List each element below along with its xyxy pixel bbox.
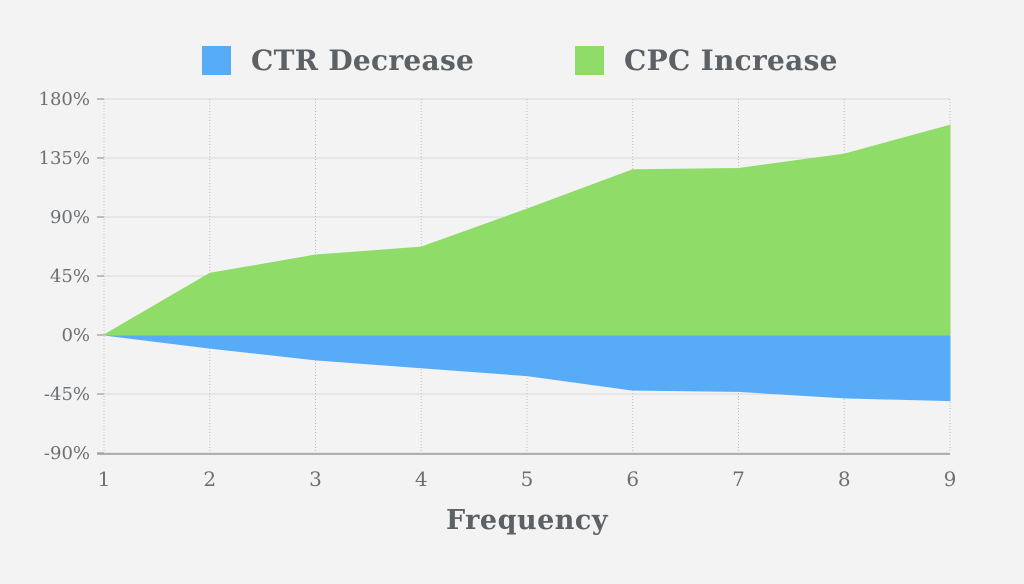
x-tick-label: 2 [203, 467, 216, 491]
x-tick-label: 1 [98, 467, 111, 491]
legend-label-ctr-decrease: CTR Decrease [251, 43, 475, 77]
y-tick-label: -45% [44, 384, 90, 405]
x-tick-label: 7 [732, 467, 745, 491]
legend-item-ctr-decrease: CTR Decrease [202, 43, 475, 77]
legend: CTR Decrease CPC Increase [0, 0, 1024, 90]
x-axis-title: Frequency [445, 505, 609, 536]
y-tick-label: 90% [50, 207, 90, 228]
y-tick-label: 45% [50, 266, 90, 287]
area-ctr-decrease [103, 334, 951, 402]
y-tick-label: -90% [44, 443, 90, 464]
legend-item-cpc-increase: CPC Increase [575, 43, 838, 77]
x-tick-label: 4 [415, 467, 428, 491]
x-tick-label: 9 [944, 467, 957, 491]
y-tick-label: 0% [61, 325, 90, 346]
y-tick-label: 135% [39, 148, 90, 169]
x-tick-label: 3 [309, 467, 322, 491]
x-tick-label: 6 [626, 467, 639, 491]
y-tick-label: 180% [39, 89, 90, 110]
x-tick-label: 8 [838, 467, 851, 491]
legend-swatch-ctr-decrease-icon [202, 45, 231, 75]
legend-label-cpc-increase: CPC Increase [624, 43, 838, 77]
area-cpc-increase [102, 124, 951, 336]
x-tick-label: 5 [521, 467, 534, 491]
legend-swatch-cpc-increase-icon [575, 45, 604, 75]
